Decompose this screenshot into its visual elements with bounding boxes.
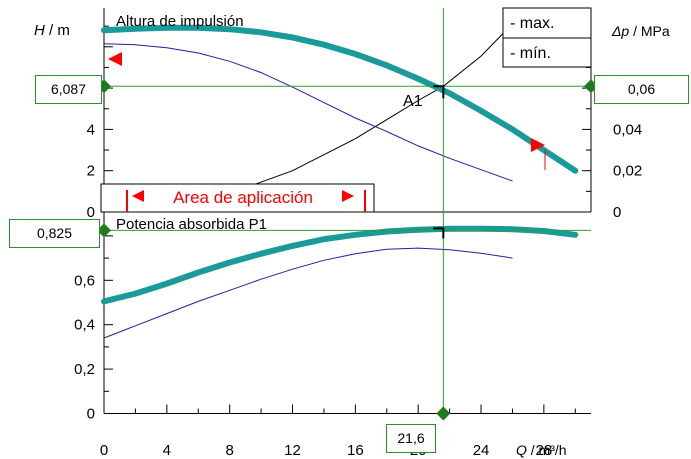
x-axis-symbol: Q xyxy=(516,442,527,458)
application-range-box xyxy=(100,183,375,213)
curve-start-flag xyxy=(108,52,122,66)
application-range-label: Area de aplicación xyxy=(173,188,313,207)
x-tick-label: 0 xyxy=(100,442,108,459)
pressure-readout-box: 0,06 xyxy=(594,75,689,104)
head-readout-value: 6,087 xyxy=(50,81,87,97)
x-axis-label: Q / m³/h xyxy=(516,442,567,458)
power-max-curve xyxy=(101,225,579,305)
operating-point-mark xyxy=(433,85,445,99)
flow-readout-value: 21,6 xyxy=(397,430,425,446)
curves-layer xyxy=(101,15,579,339)
power-readout-box: 0,825 xyxy=(9,219,100,248)
application-range-left-arrow xyxy=(132,190,144,202)
right-y-axis-symbol: Δp xyxy=(611,23,629,39)
left-y-tick-label: 0 xyxy=(87,204,95,221)
right-y-tick-label: 0,04 xyxy=(613,121,642,138)
legend-max-entry: - max. xyxy=(510,15,554,32)
x-axis-unit: / m³/h xyxy=(527,442,567,458)
curve-end-flag xyxy=(531,138,545,152)
legend-min-entry: - mín. xyxy=(510,45,551,62)
power-min-curve xyxy=(103,247,513,339)
pressure-readout-value: 0,06 xyxy=(627,81,656,97)
left-y-axis-symbol: H xyxy=(34,22,45,39)
left-y-axis-unit: / m xyxy=(45,22,70,39)
head-min-curve xyxy=(103,43,513,182)
bottom-panel-title: Potencia absorbida P1 xyxy=(116,216,267,233)
right-y-tick-label: 0 xyxy=(613,204,621,221)
bottom-y-tick-label: 0,4 xyxy=(74,317,95,334)
right-y-axis-label: Δp / MPa xyxy=(611,23,670,39)
left-y-tick-label: 2 xyxy=(87,163,95,180)
top-panel-title: Altura de impulsión xyxy=(116,13,244,30)
decorations-layer xyxy=(97,8,598,421)
x-tick-label: 16 xyxy=(347,442,364,459)
left-y-axis-label: H / m xyxy=(34,22,70,39)
power-point-mark xyxy=(433,227,445,239)
flow-readout-box: 21,6 xyxy=(386,424,436,453)
power-readout-value: 0,825 xyxy=(36,225,73,241)
power-left-marker xyxy=(97,223,111,238)
x-tick-label: 12 xyxy=(284,442,301,459)
right-y-axis-unit: / MPa xyxy=(629,23,670,39)
head-max-curve xyxy=(101,24,579,174)
application-range-right-arrow xyxy=(342,190,354,202)
application-range: Area de aplicación xyxy=(100,183,375,213)
flow-bottom-marker xyxy=(436,406,451,421)
bottom-y-tick-label: 0 xyxy=(87,406,95,423)
legend: - max. - mín. xyxy=(502,7,592,68)
bottom-y-tick-label: 0,2 xyxy=(74,361,95,378)
bottom-y-tick-label: 0,6 xyxy=(74,272,95,289)
x-tick-label: 24 xyxy=(473,442,490,459)
x-tick-label: 28 xyxy=(536,442,553,459)
right-y-tick-label: 0,02 xyxy=(613,163,642,180)
x-tick-label: 4 xyxy=(163,442,171,459)
head-readout-box: 6,087 xyxy=(35,75,102,104)
left-y-tick-label: 4 xyxy=(87,121,95,138)
operating-point-label: A1 xyxy=(403,93,423,110)
x-tick-label: 8 xyxy=(226,442,234,459)
